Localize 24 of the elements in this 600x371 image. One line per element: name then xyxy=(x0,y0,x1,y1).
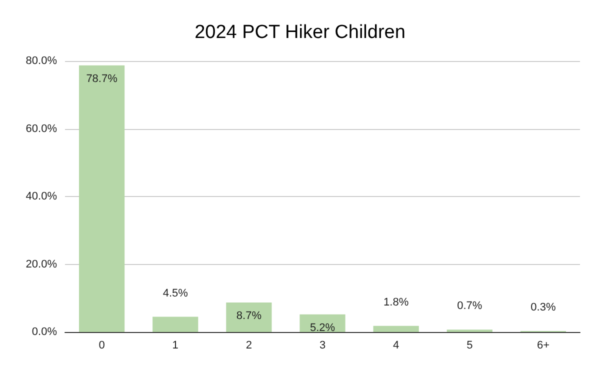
data-label: 5.2% xyxy=(310,322,336,334)
y-tick-label: 40.0% xyxy=(26,190,58,202)
y-tick-label: 60.0% xyxy=(26,122,58,135)
bar xyxy=(226,302,272,332)
bar xyxy=(152,316,198,332)
data-label: 78.7% xyxy=(86,72,118,85)
data-label: 4.5% xyxy=(162,287,188,300)
chart-title: 2024 PCT Hiker Children xyxy=(194,22,406,43)
x-tick-label: 3 xyxy=(319,340,326,352)
y-tick-label: 20.0% xyxy=(26,258,58,270)
x-tick-label: 1 xyxy=(172,340,178,352)
data-label: 0.7% xyxy=(457,300,482,312)
data-label: 8.7% xyxy=(236,310,262,322)
x-tick-label: 2 xyxy=(246,340,252,352)
x-tick-label: 4 xyxy=(393,340,400,352)
x-tick-label: 5 xyxy=(466,340,473,352)
x-tick-label: 0 xyxy=(98,340,105,352)
x-tick-label: 6+ xyxy=(536,340,550,352)
y-tick-label: 80.0% xyxy=(26,55,58,67)
bar xyxy=(78,65,125,332)
y-tick-label: 0.0% xyxy=(32,326,58,338)
bar xyxy=(373,326,419,332)
data-label: 1.8% xyxy=(384,296,409,308)
data-label: 0.3% xyxy=(530,301,556,314)
